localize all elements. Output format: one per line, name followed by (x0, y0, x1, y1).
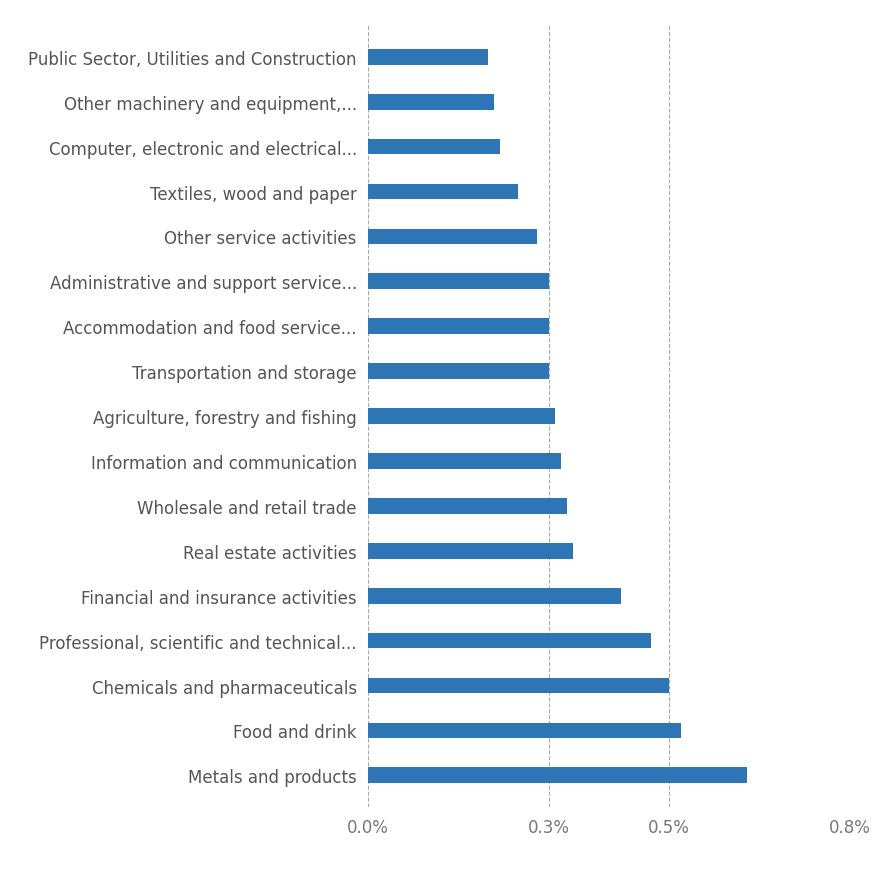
Bar (368, 275, 548, 290)
Bar (368, 723, 681, 738)
Bar (368, 50, 489, 66)
Bar (368, 767, 747, 783)
Bar (368, 139, 500, 155)
Bar (368, 543, 573, 559)
Bar (368, 678, 669, 694)
Bar (368, 364, 548, 380)
Bar (368, 498, 567, 514)
Bar (368, 184, 519, 200)
Bar (368, 633, 651, 649)
Bar (368, 588, 621, 604)
Bar (368, 453, 561, 469)
Bar (368, 229, 536, 245)
Bar (368, 319, 548, 335)
Bar (368, 409, 555, 424)
Bar (368, 95, 494, 111)
